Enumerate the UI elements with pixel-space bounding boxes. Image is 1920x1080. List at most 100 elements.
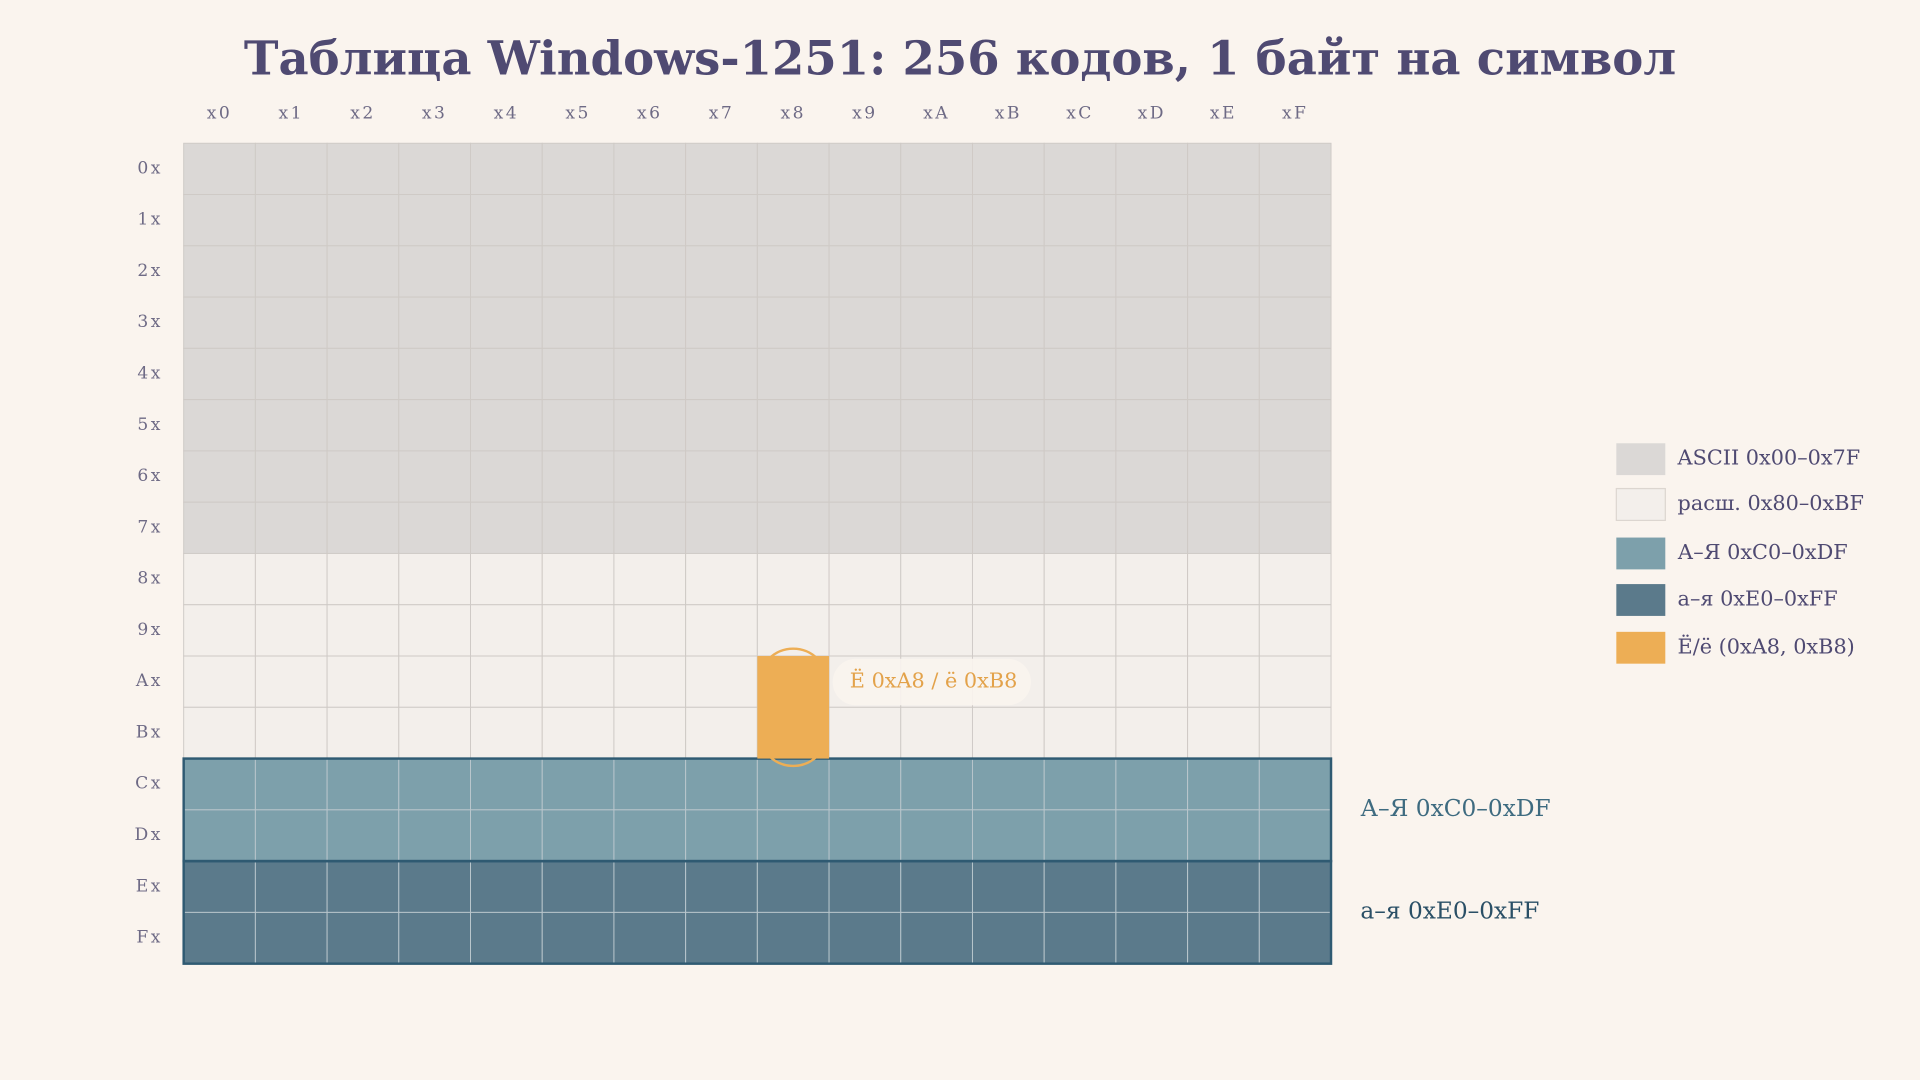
row-label: Cx xyxy=(135,774,163,794)
cell xyxy=(541,860,615,913)
cell xyxy=(183,501,256,554)
cell xyxy=(1258,706,1332,760)
cell xyxy=(183,758,256,811)
cell xyxy=(254,706,328,760)
cell xyxy=(183,809,256,862)
cell xyxy=(398,911,471,965)
cell xyxy=(1187,501,1260,554)
cell xyxy=(1115,758,1189,811)
cell xyxy=(613,911,687,965)
cell xyxy=(756,194,830,247)
cell xyxy=(900,347,973,401)
cell xyxy=(828,142,902,196)
cell xyxy=(685,399,758,452)
column-label: xE xyxy=(1210,103,1237,123)
cell xyxy=(828,552,902,606)
cell xyxy=(398,347,471,401)
cell xyxy=(1187,604,1260,657)
cell xyxy=(613,552,687,606)
cell xyxy=(756,911,830,965)
column-label: x3 xyxy=(422,103,447,123)
column-label: xD xyxy=(1138,103,1166,123)
cell xyxy=(1258,809,1332,862)
cell xyxy=(541,501,615,554)
cell xyxy=(1115,911,1189,965)
cell xyxy=(254,142,328,196)
cell xyxy=(470,911,543,965)
cell xyxy=(613,296,687,349)
cell xyxy=(613,758,687,811)
cell xyxy=(1043,399,1117,452)
legend-swatch xyxy=(1616,537,1666,570)
legend-label: ASCII 0x00–0x7F xyxy=(1677,446,1861,470)
cell xyxy=(183,706,256,760)
cell xyxy=(326,450,400,503)
row-label: 2x xyxy=(137,261,162,281)
cell xyxy=(470,296,543,349)
cell xyxy=(254,860,328,913)
cell xyxy=(541,450,615,503)
cell xyxy=(1258,450,1332,503)
cell xyxy=(685,296,758,349)
cell xyxy=(183,194,256,247)
column-label: x5 xyxy=(565,103,590,123)
cell xyxy=(326,911,400,965)
cell xyxy=(541,347,615,401)
cell xyxy=(1115,860,1189,913)
cell xyxy=(828,501,902,554)
cell xyxy=(254,450,328,503)
column-label: x0 xyxy=(207,103,232,123)
cell xyxy=(470,501,543,554)
cell xyxy=(470,194,543,247)
cell xyxy=(326,245,400,298)
column-label: x9 xyxy=(852,103,877,123)
cell xyxy=(1187,450,1260,503)
cell xyxy=(254,399,328,452)
cell xyxy=(470,245,543,298)
cell xyxy=(1187,399,1260,452)
cell xyxy=(541,706,615,760)
cell xyxy=(254,809,328,862)
cell xyxy=(326,758,400,811)
cell xyxy=(541,604,615,657)
cell xyxy=(971,347,1045,401)
cell xyxy=(828,604,902,657)
row-label: 1x xyxy=(137,210,162,230)
cell xyxy=(685,450,758,503)
cell xyxy=(1043,552,1117,606)
cell xyxy=(470,399,543,452)
row-label: 7x xyxy=(137,517,162,537)
cell xyxy=(613,194,687,247)
cell xyxy=(756,552,830,606)
cell xyxy=(183,552,256,606)
cell xyxy=(1115,604,1189,657)
cell xyxy=(971,296,1045,349)
cell xyxy=(613,399,687,452)
cell xyxy=(756,809,830,862)
row-label: Bx xyxy=(136,722,163,742)
cell xyxy=(326,809,400,862)
grid xyxy=(183,142,1332,965)
row-label: 3x xyxy=(137,312,162,332)
cell xyxy=(900,911,973,965)
cell xyxy=(613,860,687,913)
cell xyxy=(541,245,615,298)
cell xyxy=(254,194,328,247)
cell xyxy=(828,399,902,452)
cell xyxy=(1258,142,1332,196)
cell xyxy=(1043,296,1117,349)
cell xyxy=(1258,245,1332,298)
cell xyxy=(900,552,973,606)
cell xyxy=(398,296,471,349)
cell xyxy=(971,809,1045,862)
cell xyxy=(900,142,973,196)
legend-label: расш. 0x80–0xBF xyxy=(1678,491,1864,515)
cell xyxy=(1258,399,1332,452)
cell xyxy=(398,245,471,298)
cell xyxy=(541,655,615,708)
cell xyxy=(1115,347,1189,401)
cell xyxy=(971,142,1045,196)
yo-cells xyxy=(757,656,830,759)
upper-annotation: А–Я 0xC0–0xDF xyxy=(1360,795,1550,822)
cell xyxy=(254,347,328,401)
